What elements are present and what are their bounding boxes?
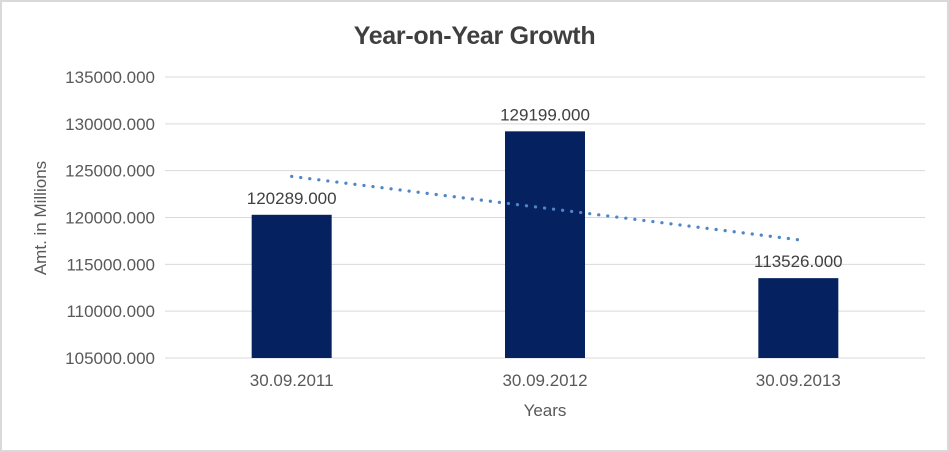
y-tick-label: 110000.000 [66,302,155,321]
y-tick-label: 105000.000 [65,349,155,368]
data-label: 120289.000 [247,189,337,208]
x-axis-title: Years [523,401,567,420]
bar [251,214,332,358]
y-tick-label: 125000.000 [65,162,155,181]
bar [758,278,839,358]
data-label: 113526.000 [754,252,843,271]
chart-title: Year-on-Year Growth [353,22,596,50]
x-tick-label: 30.09.2011 [250,371,334,390]
y-tick-label: 120000.000 [65,209,155,228]
bar [505,131,585,358]
x-tick-label: 30.09.2012 [502,371,587,390]
y-tick-label: 115000.000 [66,255,155,274]
x-tick-label: 30.09.2013 [756,371,841,390]
y-tick-label: 130000.000 [65,115,155,134]
trendline [290,174,800,242]
y-tick-label: 135000.000 [65,68,155,87]
data-label: 129199.000 [500,105,590,124]
